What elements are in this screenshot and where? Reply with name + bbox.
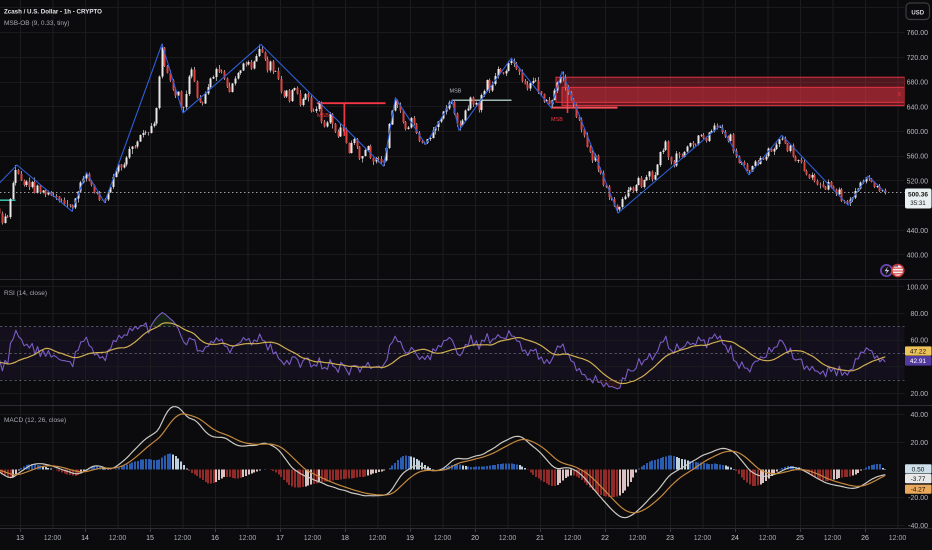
- svg-text:12:00: 12:00: [499, 535, 517, 542]
- svg-text:12:00: 12:00: [694, 535, 712, 542]
- svg-text:12:00: 12:00: [239, 535, 257, 542]
- svg-text:20: 20: [471, 535, 479, 542]
- svg-text:80.00: 80.00: [910, 311, 928, 318]
- svg-text:42.91: 42.91: [910, 358, 927, 365]
- svg-text:12:00: 12:00: [824, 535, 842, 542]
- svg-text:23: 23: [666, 535, 674, 542]
- svg-text:-20.00: -20.00: [908, 495, 928, 502]
- svg-text:40.00: 40.00: [910, 412, 928, 419]
- svg-text:16: 16: [211, 535, 219, 542]
- svg-text:640.00: 640.00: [907, 104, 929, 111]
- svg-text:-3.77: -3.77: [911, 476, 926, 483]
- svg-text:20.00: 20.00: [910, 440, 928, 447]
- svg-text:12:00: 12:00: [759, 535, 777, 542]
- svg-text:20.00: 20.00: [910, 391, 928, 398]
- svg-text:12:00: 12:00: [434, 535, 452, 542]
- svg-text:400.00: 400.00: [907, 253, 929, 260]
- svg-text:47.22: 47.22: [910, 348, 927, 355]
- svg-text:15: 15: [146, 535, 154, 542]
- svg-text:19: 19: [406, 535, 414, 542]
- svg-text:21: 21: [536, 535, 544, 542]
- svg-text:12:00: 12:00: [889, 535, 907, 542]
- svg-text:Zcash / U.S. Dollar - 1h - CRY: Zcash / U.S. Dollar - 1h - CRYPTO: [4, 9, 102, 16]
- svg-text:12:00: 12:00: [109, 535, 127, 542]
- svg-text:720.00: 720.00: [907, 55, 929, 62]
- svg-text:5: 5: [898, 92, 901, 98]
- svg-text:MSB-OB (9, 0.33, tiny): MSB-OB (9, 0.33, tiny): [4, 20, 69, 27]
- svg-text:-40.00: -40.00: [908, 523, 928, 530]
- svg-text:600.00: 600.00: [907, 129, 929, 136]
- svg-text:22: 22: [601, 535, 609, 542]
- svg-text:100.00: 100.00: [907, 285, 929, 292]
- svg-text:MACD (12, 26, close): MACD (12, 26, close): [4, 417, 66, 424]
- svg-text:760.00: 760.00: [907, 30, 929, 37]
- svg-text:18: 18: [341, 535, 349, 542]
- svg-text:25: 25: [796, 535, 804, 542]
- svg-text:12:00: 12:00: [629, 535, 647, 542]
- svg-text:13: 13: [16, 535, 24, 542]
- svg-text:500.36: 500.36: [908, 192, 928, 199]
- svg-text:12:00: 12:00: [44, 535, 62, 542]
- svg-text:MSB: MSB: [450, 89, 462, 95]
- svg-text:12:00: 12:00: [174, 535, 192, 542]
- svg-text:35:31: 35:31: [910, 200, 926, 207]
- svg-text:12:00: 12:00: [304, 535, 322, 542]
- svg-text:60.00: 60.00: [910, 338, 928, 345]
- svg-text:440.00: 440.00: [907, 228, 929, 235]
- svg-text:12:00: 12:00: [369, 535, 387, 542]
- svg-text:0.50: 0.50: [912, 466, 925, 473]
- svg-text:-4.27: -4.27: [911, 487, 926, 494]
- svg-text:17: 17: [276, 535, 284, 542]
- svg-text:USD: USD: [911, 11, 924, 17]
- svg-text:680.00: 680.00: [907, 80, 929, 87]
- svg-text:MSB: MSB: [551, 117, 563, 123]
- svg-text:12:00: 12:00: [564, 535, 582, 542]
- svg-text:14: 14: [81, 535, 89, 542]
- svg-text:RSI (14, close): RSI (14, close): [4, 290, 47, 297]
- svg-text:520.00: 520.00: [907, 178, 929, 185]
- svg-text:560.00: 560.00: [907, 154, 929, 161]
- svg-text:26: 26: [861, 535, 869, 542]
- svg-text:24: 24: [731, 535, 739, 542]
- svg-text:MSB: MSB: [317, 113, 329, 119]
